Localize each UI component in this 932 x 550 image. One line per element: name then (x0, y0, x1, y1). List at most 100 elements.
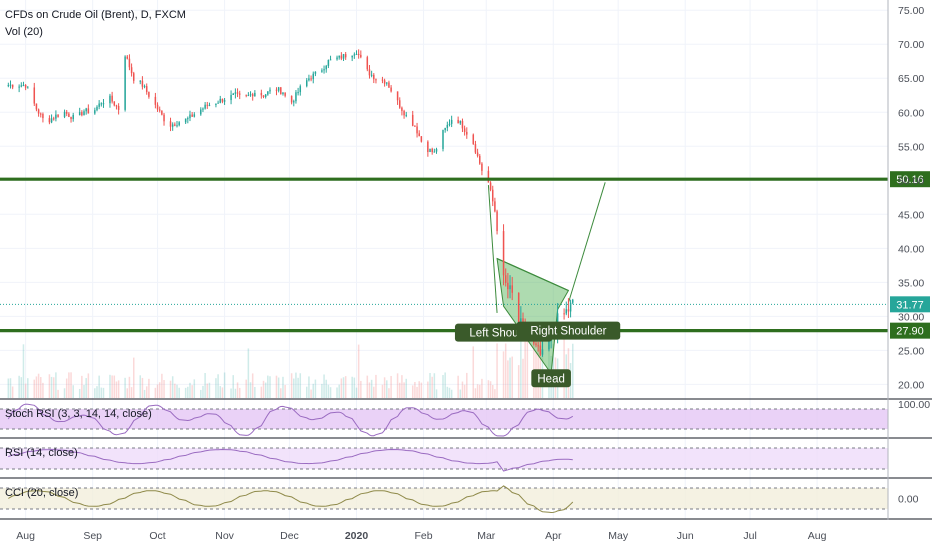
volume-bar (386, 380, 388, 398)
support-resistance-levels[interactable]: 50.16 27.90 (0, 171, 930, 339)
volume-bar (223, 372, 226, 398)
candle-body (249, 94, 252, 96)
volume-bar (124, 377, 126, 398)
volume-bar (297, 377, 299, 398)
candle-body (405, 114, 407, 116)
candle-body (174, 124, 176, 126)
volume-bar (466, 372, 468, 398)
candle-body (7, 85, 10, 87)
candle-body (357, 53, 360, 55)
volume-bar (63, 388, 66, 398)
volume-bar (267, 375, 269, 398)
volume-bar (264, 382, 267, 398)
candle-body (308, 78, 310, 81)
volume-bar (109, 374, 111, 398)
candle-body (251, 94, 254, 97)
candle-body (481, 163, 483, 171)
candle-body (27, 87, 29, 89)
level-tag-text-1: 27.90 (896, 326, 924, 338)
candle-body (366, 57, 369, 70)
candle-body (208, 104, 211, 106)
volume-bar (269, 376, 271, 398)
volume-bar (481, 378, 483, 398)
candle-body (355, 53, 358, 55)
volume-bar (520, 338, 522, 398)
volume-bar (193, 379, 196, 398)
candle-body (187, 118, 189, 120)
volume-bar (98, 375, 100, 398)
volume-bar (37, 373, 40, 398)
volume-bar (163, 380, 165, 398)
candle-body (299, 86, 302, 93)
volume-bar (217, 374, 219, 398)
candle-body (206, 104, 209, 106)
volume-bar (148, 378, 150, 398)
time-label: Dec (280, 530, 299, 542)
volume-bar (463, 384, 466, 398)
candle-body (474, 144, 477, 153)
volume-bar (340, 378, 343, 398)
volume-bar (280, 388, 282, 398)
volume-bar (219, 386, 222, 398)
volume-bar (35, 376, 38, 398)
candle-body (247, 95, 250, 97)
candle-body (238, 93, 241, 95)
volume-bar (507, 360, 509, 398)
price-tick: 20.00 (898, 379, 924, 391)
volume-bar (187, 386, 189, 398)
volume-bar (72, 385, 74, 398)
candle-body (81, 112, 83, 116)
candle-body (139, 80, 141, 82)
candle-body (48, 118, 51, 123)
candle-body (200, 109, 202, 115)
candle-body (262, 95, 265, 97)
candle-body (70, 116, 72, 120)
volume-bar (295, 372, 297, 398)
candle-body (20, 85, 23, 87)
candle-body (68, 113, 70, 117)
volume-bar (381, 384, 384, 398)
volume-bar (111, 375, 113, 398)
volume-bar (83, 384, 85, 398)
candle-body (342, 54, 345, 59)
candle-body (156, 104, 159, 110)
candle-body (491, 189, 494, 202)
candle-body (78, 112, 81, 116)
candle-body (236, 92, 239, 94)
price-tick: 35.00 (898, 277, 924, 289)
time-label: May (608, 530, 629, 542)
candle-body (442, 130, 444, 149)
candle-body (284, 92, 286, 96)
volume-bar (329, 387, 332, 398)
candle-body (115, 105, 118, 107)
candle-body (353, 54, 356, 56)
volume-bar (94, 388, 96, 398)
volume-bar (461, 381, 464, 398)
volume-bar (200, 389, 202, 398)
volume-bar (293, 378, 295, 398)
candle-body (360, 54, 362, 58)
candle-body (509, 285, 511, 290)
candle-body (176, 125, 178, 127)
annotation-right-shoulder: Right Shoulder (530, 326, 606, 338)
candle-body (130, 67, 133, 74)
current-price-tag-text: 31.77 (896, 299, 924, 311)
volume-bar (427, 381, 429, 398)
candle-body (375, 79, 377, 81)
volume-bar (321, 383, 323, 398)
volume-bar (178, 387, 180, 398)
candle-body (269, 89, 271, 92)
candle-body (489, 182, 492, 190)
volume-bar (459, 389, 462, 398)
candle-body (293, 101, 295, 103)
volume-bar (420, 382, 423, 398)
candle-body (24, 85, 27, 88)
candle-body (433, 151, 436, 153)
candle-body (171, 124, 174, 127)
volume-bar (221, 387, 224, 398)
volume-bar (68, 372, 70, 398)
candle-body (72, 115, 74, 120)
volume-bar (403, 382, 405, 398)
